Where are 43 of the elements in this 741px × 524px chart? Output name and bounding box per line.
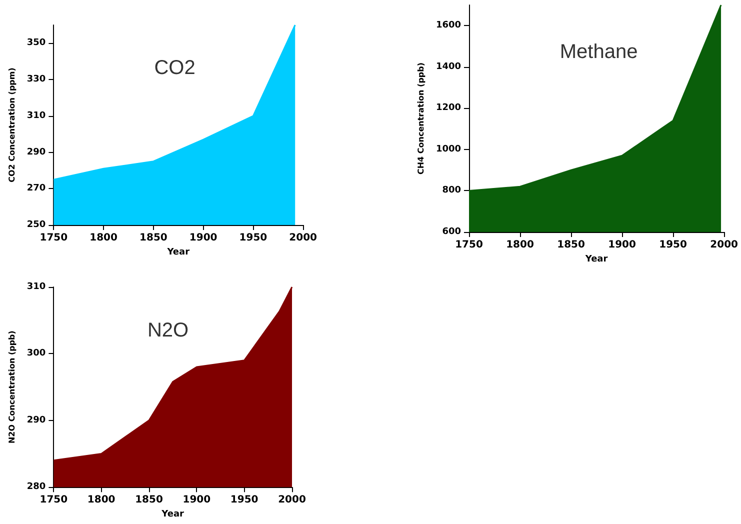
x-axis-title: Year [166, 247, 190, 258]
x-tick-label: 1950 [239, 232, 268, 244]
text: N2O [147, 319, 189, 342]
x-tick-label: 1950 [230, 494, 258, 506]
x-tick-label: 1800 [90, 232, 118, 244]
y-tick-label: 1400 [436, 62, 461, 72]
y-tick-label: 290 [26, 415, 46, 426]
y-tick-label: 350 [26, 38, 46, 48]
y-axis-title: CH4 Concentration (ppb) [416, 62, 426, 175]
x-tick-label: 2000 [278, 494, 306, 506]
x-tick-label: 1850 [557, 240, 585, 250]
text: CO2 [154, 57, 196, 79]
y-tick-label: 310 [26, 282, 46, 292]
x-tick-label: 1900 [182, 494, 211, 506]
x-tick-label: 1850 [140, 232, 168, 244]
y-axis-title: CO2 Concentration (ppm) [8, 68, 16, 182]
y-tick-label: 270 [26, 184, 46, 194]
y-tick-label: 250 [26, 220, 46, 230]
x-tick-label: 1800 [506, 240, 534, 250]
x-axis-title: Year [584, 254, 608, 264]
y-tick-label: 300 [26, 348, 46, 359]
x-tick-label: 1750 [40, 494, 68, 506]
y-tick-label: 310 [26, 110, 46, 121]
y-tick-label: 290 [26, 147, 46, 158]
x-tick-label: 2000 [289, 232, 318, 244]
x-tick-label: 2000 [710, 240, 738, 250]
y-tick-label: 800 [442, 186, 461, 196]
y-tick-label: 280 [26, 482, 46, 492]
y-tick-label: 1000 [436, 144, 461, 154]
y-axis-title: N2O Concentration (ppb) [8, 330, 16, 444]
x-tick-label: 1750 [455, 240, 483, 250]
y-tick-label: 330 [26, 74, 46, 85]
x-tick-label: 1900 [189, 232, 218, 244]
x-tick-label: 1750 [40, 232, 68, 244]
x-tick-label: 1950 [659, 240, 688, 250]
x-tick-label: 1900 [608, 240, 636, 250]
y-tick-label: 1200 [436, 103, 461, 114]
x-tick-label: 1850 [135, 494, 163, 506]
y-tick-label: 600 [442, 227, 461, 237]
text: Methane [560, 40, 638, 63]
x-tick-label: 1800 [87, 494, 116, 506]
x-axis-title: Year [160, 510, 185, 520]
y-tick-label: 1600 [436, 20, 461, 31]
